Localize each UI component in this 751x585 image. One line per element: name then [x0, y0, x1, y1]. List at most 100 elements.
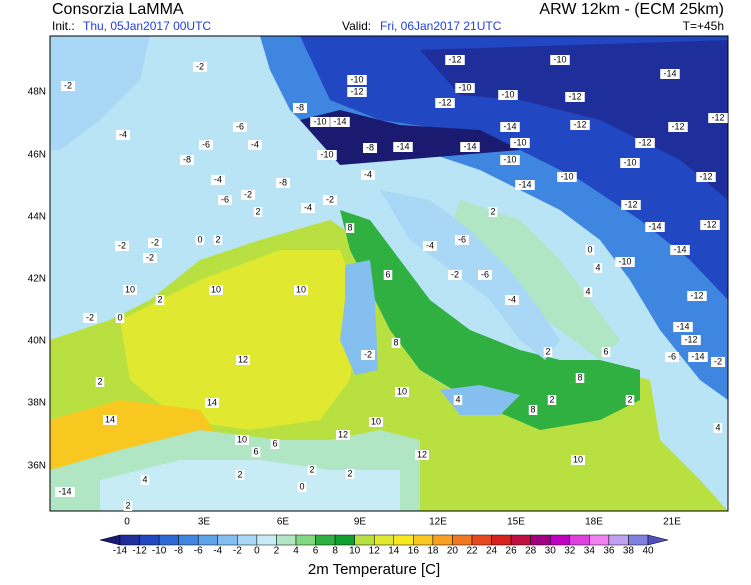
label-box [61, 81, 75, 91]
map-value: -12 [350, 86, 363, 96]
label-box [383, 270, 393, 280]
lead-time: T=+45h [683, 19, 724, 33]
colorbar-label: 4 [293, 546, 299, 557]
map-value: 10 [125, 284, 135, 294]
map-value: -8 [183, 154, 191, 164]
map-value: 12 [417, 449, 427, 459]
map-value: -10 [553, 54, 566, 64]
map-value: -8 [366, 142, 374, 152]
colorbar-label: -10 [152, 546, 167, 557]
label-box [205, 398, 219, 408]
colorbar-box [178, 534, 199, 546]
lon-label: 15E [507, 517, 525, 528]
colorbar-high [647, 534, 669, 546]
label-box [453, 395, 463, 405]
label-box [233, 122, 247, 132]
label-box [460, 142, 480, 152]
label-box [665, 352, 679, 362]
map-value: -2 [146, 252, 154, 262]
map-value: -6 [221, 194, 229, 204]
map-value: -14 [673, 244, 686, 254]
label-box [297, 482, 307, 492]
colorbar-box [373, 534, 395, 546]
label-box [700, 220, 720, 230]
map-value: -2 [86, 312, 94, 322]
map-value: 8 [347, 222, 352, 232]
label-box [455, 83, 475, 93]
map-value: -2 [451, 269, 459, 279]
map-value: 0 [299, 481, 304, 491]
map-value: -14 [676, 321, 689, 331]
map-value: 0 [117, 312, 122, 322]
corsica-sardinia [340, 260, 378, 375]
label-box [505, 295, 519, 305]
map-value: 2 [347, 468, 352, 478]
label-box [547, 395, 557, 405]
map-value: -4 [251, 139, 259, 149]
map-value: -12 [638, 137, 651, 147]
colorbar-box [217, 534, 238, 546]
map-value: -12 [711, 112, 724, 122]
colorbar-label: 14 [388, 546, 400, 557]
map-value: -14 [691, 351, 704, 361]
label-box [673, 322, 693, 332]
colorbar-label: -14 [113, 546, 128, 557]
map-value: 6 [603, 346, 608, 356]
label-box [625, 395, 635, 405]
adriatic [450, 200, 620, 360]
colorbar-box [530, 534, 551, 546]
colorbar-label: 12 [369, 546, 381, 557]
label-box [448, 270, 462, 280]
label-box [361, 170, 375, 180]
map-value: 4 [585, 286, 590, 296]
colorbar-label: 18 [427, 546, 439, 557]
colorbar-label: 10 [349, 546, 361, 557]
map-value: -12 [438, 97, 451, 107]
model: ARW 12km - (ECM 25km) [539, 1, 724, 18]
colorbar-label: 40 [642, 546, 654, 557]
map-value: 0 [197, 234, 202, 244]
label-box [180, 155, 194, 165]
colorbar-box [628, 534, 649, 546]
label-box [543, 347, 553, 357]
map-value: 4 [142, 474, 147, 484]
map-value: 12 [338, 429, 348, 439]
colorbar-box [256, 534, 277, 546]
map-value: 14 [207, 397, 217, 407]
map-value: -12 [568, 91, 581, 101]
colorbar-label: 6 [313, 546, 319, 557]
label-box [615, 257, 635, 267]
label-box [248, 140, 262, 150]
map-value: -2 [244, 189, 252, 199]
colorbar-box [295, 534, 316, 546]
colorbar-label: 20 [447, 546, 459, 557]
colorbar-box [549, 534, 571, 546]
colorbar-box [589, 534, 610, 546]
map-value: -4 [304, 202, 312, 212]
label-box [116, 130, 130, 140]
lat-label: 36N [28, 461, 46, 472]
region [50, 36, 150, 150]
map-value: -14 [663, 68, 676, 78]
map-value: -2 [714, 356, 722, 366]
lon-label: 0 [124, 517, 130, 528]
colorbar-box [510, 534, 531, 546]
map-value: 10 [371, 416, 381, 426]
map-value: -12 [624, 199, 637, 209]
map-value: 2 [309, 464, 314, 474]
label-box [95, 377, 105, 387]
map-value: -4 [214, 174, 222, 184]
label-box [293, 103, 307, 113]
map-value: -2 [364, 349, 372, 359]
region [420, 40, 728, 200]
colorbar-box [569, 534, 590, 546]
map-value: -12 [690, 290, 703, 300]
label-box [660, 69, 680, 79]
map-value: -2 [118, 240, 126, 250]
label-box [391, 338, 401, 348]
map-value: -14 [463, 141, 476, 151]
map-value: -6 [458, 234, 466, 244]
map-value: -2 [64, 80, 72, 90]
map-value: -10 [320, 149, 333, 159]
